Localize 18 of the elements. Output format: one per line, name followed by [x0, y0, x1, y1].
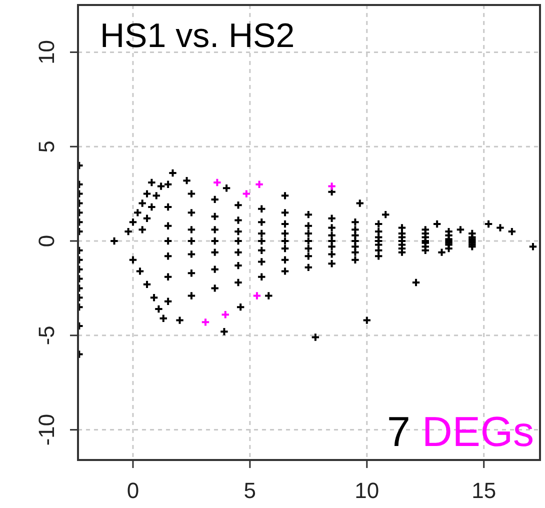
- x-tick-label: 10: [354, 478, 380, 503]
- y-tick-label: 0: [34, 234, 59, 248]
- y-tick-label: -5: [34, 326, 59, 346]
- x-tick-label: 0: [126, 478, 140, 503]
- annotation: HS1 vs. HS2: [100, 17, 295, 55]
- point: [242, 189, 252, 198]
- x-tick-label: 5: [244, 478, 256, 503]
- y-tick-label: 10: [34, 40, 59, 64]
- point: [212, 178, 222, 188]
- y-tick-label: 5: [34, 140, 59, 153]
- point: [220, 310, 230, 320]
- point: [327, 182, 336, 191]
- point: [252, 291, 262, 300]
- point: [254, 180, 264, 189]
- annotation: 7 DEGs: [386, 408, 534, 455]
- y-tick-label: -10: [34, 414, 59, 446]
- x-tick-label: 15: [472, 478, 496, 503]
- point: [200, 318, 210, 327]
